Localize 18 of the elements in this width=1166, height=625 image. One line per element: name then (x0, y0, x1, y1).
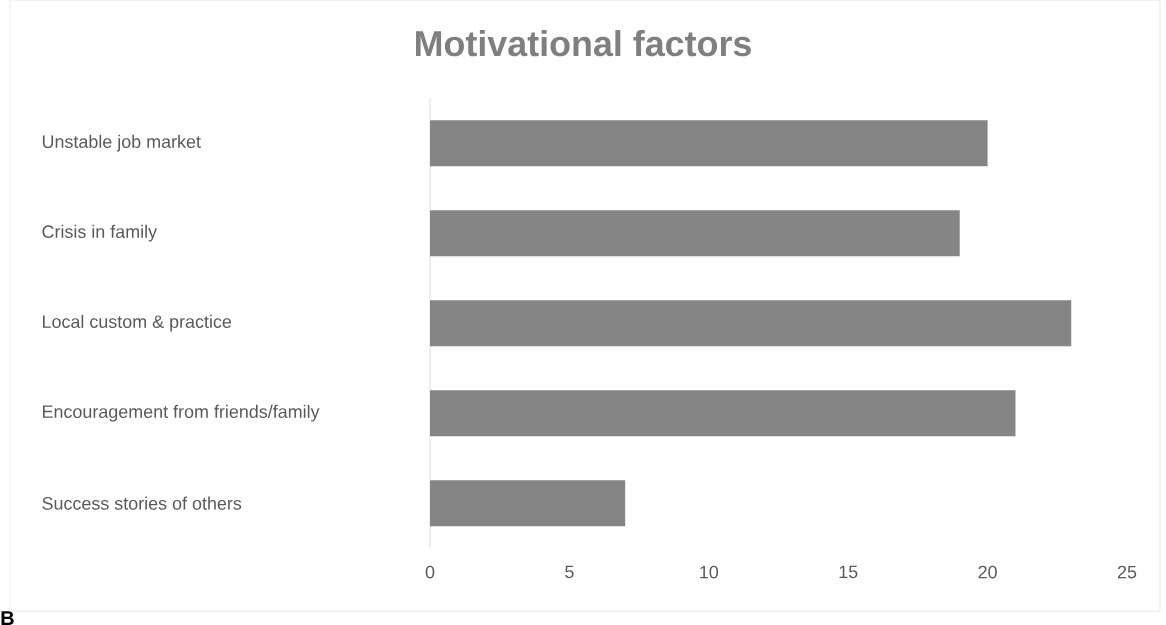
y-tick-label: Success stories of others (42, 496, 242, 510)
x-tick-label: 25 (1117, 565, 1137, 579)
y-tick-label: Crisis in family (42, 224, 158, 242)
y-tick-label: Encouragement from friends/family (42, 404, 320, 422)
text: B (1, 611, 14, 625)
y-tick-label: Unstable job market (42, 134, 201, 152)
bar (430, 210, 960, 257)
y-tick-label: Local custom & practice (42, 314, 232, 332)
x-tick-label: 20 (978, 565, 997, 579)
x-tick-label: 5 (565, 565, 574, 579)
bar (430, 300, 1072, 347)
x-tick-label: 0 (425, 565, 435, 579)
chart-title: Motivational factors (416, 30, 751, 57)
bar (430, 390, 1016, 437)
x-tick-label: 15 (839, 565, 858, 579)
x-tick-label: 10 (700, 565, 719, 579)
bar (430, 120, 988, 167)
bar (430, 480, 626, 527)
